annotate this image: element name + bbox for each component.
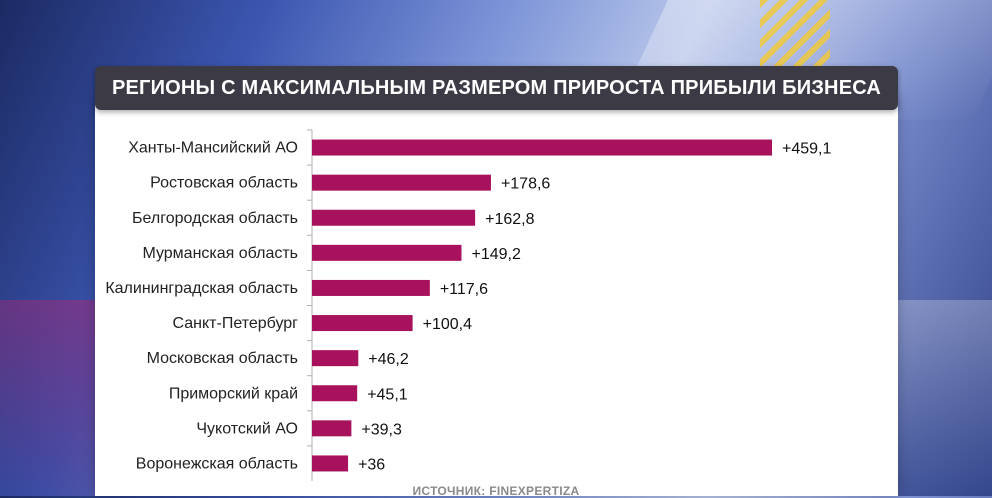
category-label: Приморский край bbox=[169, 385, 298, 402]
value-label: +39,3 bbox=[361, 421, 402, 438]
source-caption: ИСТОЧНИК: FINEXPERTIZA bbox=[412, 484, 580, 498]
bar bbox=[312, 244, 462, 261]
value-label: +459,1 bbox=[782, 141, 831, 158]
background-yellow-stripes bbox=[760, 0, 830, 70]
category-label: Белгородская область bbox=[132, 210, 298, 227]
category-label: Ростовская область bbox=[150, 175, 298, 192]
value-label: +162,8 bbox=[485, 211, 534, 228]
category-label: Санкт-Петербург bbox=[173, 315, 299, 332]
bar bbox=[312, 385, 358, 402]
value-label: +45,1 bbox=[367, 386, 408, 403]
value-label: +117,6 bbox=[440, 281, 488, 298]
chart-title: РЕГИОНЫ С МАКСИМАЛЬНЫМ РАЗМЕРОМ ПРИРОСТА… bbox=[111, 76, 882, 99]
background-light-panel bbox=[880, 300, 992, 496]
category-label: Мурманская область bbox=[142, 245, 298, 262]
category-label: Ханты-Мансийский АО bbox=[128, 140, 298, 157]
bar bbox=[312, 209, 476, 226]
bar bbox=[312, 455, 349, 472]
value-label: +46,2 bbox=[368, 351, 409, 368]
value-label: +178,6 bbox=[501, 176, 550, 193]
category-label: Калининградская область bbox=[105, 280, 298, 297]
value-label: +100,4 bbox=[423, 316, 472, 333]
bar bbox=[312, 315, 413, 332]
category-label: Чукотский АО bbox=[196, 420, 298, 437]
bar bbox=[312, 420, 352, 437]
value-label: +36 bbox=[358, 456, 385, 473]
chart-panel bbox=[95, 96, 898, 496]
category-label: Воронежская область bbox=[136, 455, 298, 472]
bar bbox=[312, 139, 772, 156]
bar bbox=[312, 174, 491, 191]
bar bbox=[312, 350, 359, 367]
bar bbox=[312, 279, 430, 296]
category-label: Московская область bbox=[147, 350, 298, 367]
title-bar: РЕГИОНЫ С МАКСИМАЛЬНЫМ РАЗМЕРОМ ПРИРОСТА… bbox=[95, 66, 898, 110]
value-label: +149,2 bbox=[471, 246, 520, 263]
